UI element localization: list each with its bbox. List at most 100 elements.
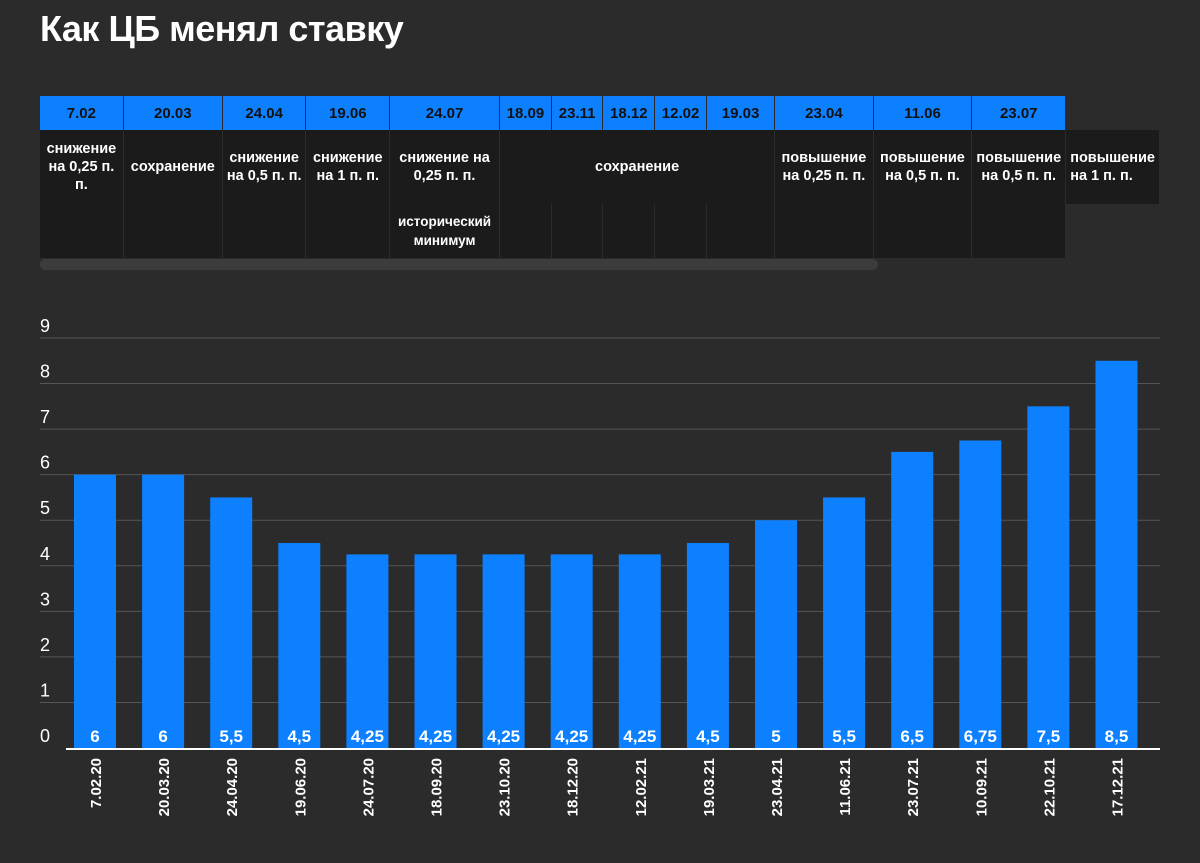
rate-bar-chart: 0 1 2 3 4 5 6 7 8 9 6 7.02.20 6 20.03.20 5,5 24.04.20 4,… [40,316,1160,816]
x-tick-label: 23.04.21 [769,758,786,816]
x-tick-label: 23.10.20 [497,758,514,816]
table-cell-note [551,204,604,258]
table-cell-note [305,204,391,258]
table-cell-date: 11.06 [873,96,973,130]
bar-value-label: 4,25 [623,727,656,746]
bar [823,497,866,748]
bar [414,554,457,748]
table-cell-date: 19.03 [706,96,776,130]
bar [210,497,253,748]
table-cell-date: 18.09 [499,96,552,130]
bar [74,474,116,748]
table-cell-action: снижение на 1 п. п. [305,130,391,204]
table-cell-date: 19.06 [305,96,391,130]
x-tick-label: 19.03.21 [701,758,718,816]
table-cell-action: снижение на 0,25 п. п. [40,130,124,204]
table-cell-date: 23.11 [551,96,604,130]
bar-value-label: 4,25 [555,727,588,746]
y-tick-label: 1 [40,680,50,700]
x-tick-label: 20.03.20 [156,758,173,816]
table-cell-note [602,204,656,258]
bar-value-label: 4,25 [351,727,384,746]
bar-value-label: 5,5 [219,727,243,746]
bar-value-label: 6,75 [964,727,997,746]
x-tick-label: 7.02.20 [88,758,105,808]
bar-value-label: 6 [90,727,99,746]
bar-value-label: 4,25 [487,727,520,746]
table-cell-note [222,204,307,258]
table-cell-action: снижение на 0,5 п. п. [222,130,307,204]
table-cell-date: 24.04 [222,96,307,130]
table-cell-date: 7.02 [40,96,124,130]
bar [755,520,797,748]
bar-value-label: 5 [771,727,780,746]
bar-value-label: 4,5 [287,727,311,746]
x-tick-label: 22.10.21 [1041,758,1058,816]
table-cell-note: исторический минимум [389,204,500,258]
x-tick-label: 18.12.20 [565,758,582,816]
bar-value-label: 4,25 [419,727,452,746]
table-cell-action: снижение на 0,25 п. п. [389,130,500,204]
table-row-actions: снижение на 0,25 п. п. сохранение снижен… [40,130,1160,204]
x-tick-label: 23.07.21 [905,758,922,816]
table-cell-note [873,204,973,258]
bar [618,554,661,748]
table-row-dates: 7.02 20.03 24.04 19.06 24.07 18.09 23.11… [40,96,1160,130]
bar [891,451,934,748]
y-tick-label: 9 [40,316,50,336]
table-horizontal-scrollbar[interactable] [40,259,878,270]
table-cell-note [706,204,776,258]
events-table-scroll-area[interactable]: 7.02 20.03 24.04 19.06 24.07 18.09 23.11… [40,96,1160,262]
bar [346,554,389,748]
table-cell-action: повышение на 0,5 п. п. [971,130,1067,204]
table-cell-action: повышение на 0,25 п. п. [774,130,874,204]
table-cell-action: сохранение [123,130,223,204]
bar [482,554,525,748]
bar-value-label: 7,5 [1037,727,1061,746]
x-tick-label: 10.09.21 [973,758,990,816]
bar [142,474,185,748]
y-tick-label: 7 [40,407,50,427]
table-cell-note [654,204,707,258]
y-tick-label: 0 [40,726,50,746]
table-cell-date: 23.04 [774,96,874,130]
y-tick-label: 5 [40,498,50,518]
table-cell-note [774,204,874,258]
x-tick-label: 11.06.21 [837,758,854,816]
bar [1027,406,1070,748]
table-cell-note [123,204,223,258]
table-row-notes: исторический минимум [40,204,1160,258]
events-table: 7.02 20.03 24.04 19.06 24.07 18.09 23.11… [40,96,1160,258]
bar-value-label: 5,5 [832,727,856,746]
bar [550,554,593,748]
table-cell-date: 24.07 [389,96,500,130]
bar [278,543,321,748]
table-cell-note [499,204,552,258]
x-tick-label: 17.12.21 [1110,758,1127,816]
bar-value-label: 4,5 [696,727,720,746]
bar [686,543,729,748]
bar-value-label: 6,5 [900,727,924,746]
bar-value-label: 8,5 [1105,727,1129,746]
bar [959,440,1002,748]
y-tick-label: 8 [40,362,50,382]
table-cell-action-merged: сохранение [499,130,776,204]
x-tick-label: 24.07.20 [360,758,377,816]
table-cell-note [971,204,1067,258]
table-cell-action: повышение на 1 п. п. [1065,130,1160,204]
y-tick-label: 4 [40,544,50,564]
table-cell-date: 12.02 [654,96,707,130]
x-tick-label: 24.04.20 [224,758,241,816]
chart-title: Как ЦБ менял ставку [40,8,404,49]
bar-value-label: 6 [158,727,167,746]
bar [1095,360,1138,748]
x-tick-label: 18.09.20 [429,758,446,816]
table-cell-date: 20.03 [123,96,223,130]
y-tick-label: 2 [40,635,50,655]
table-cell-note [40,204,124,258]
y-tick-label: 6 [40,453,50,473]
x-tick-label: 12.02.21 [633,758,650,816]
table-cell-date: 23.07 [971,96,1067,130]
table-cell-date: 18.12 [602,96,656,130]
y-tick-label: 3 [40,589,50,609]
